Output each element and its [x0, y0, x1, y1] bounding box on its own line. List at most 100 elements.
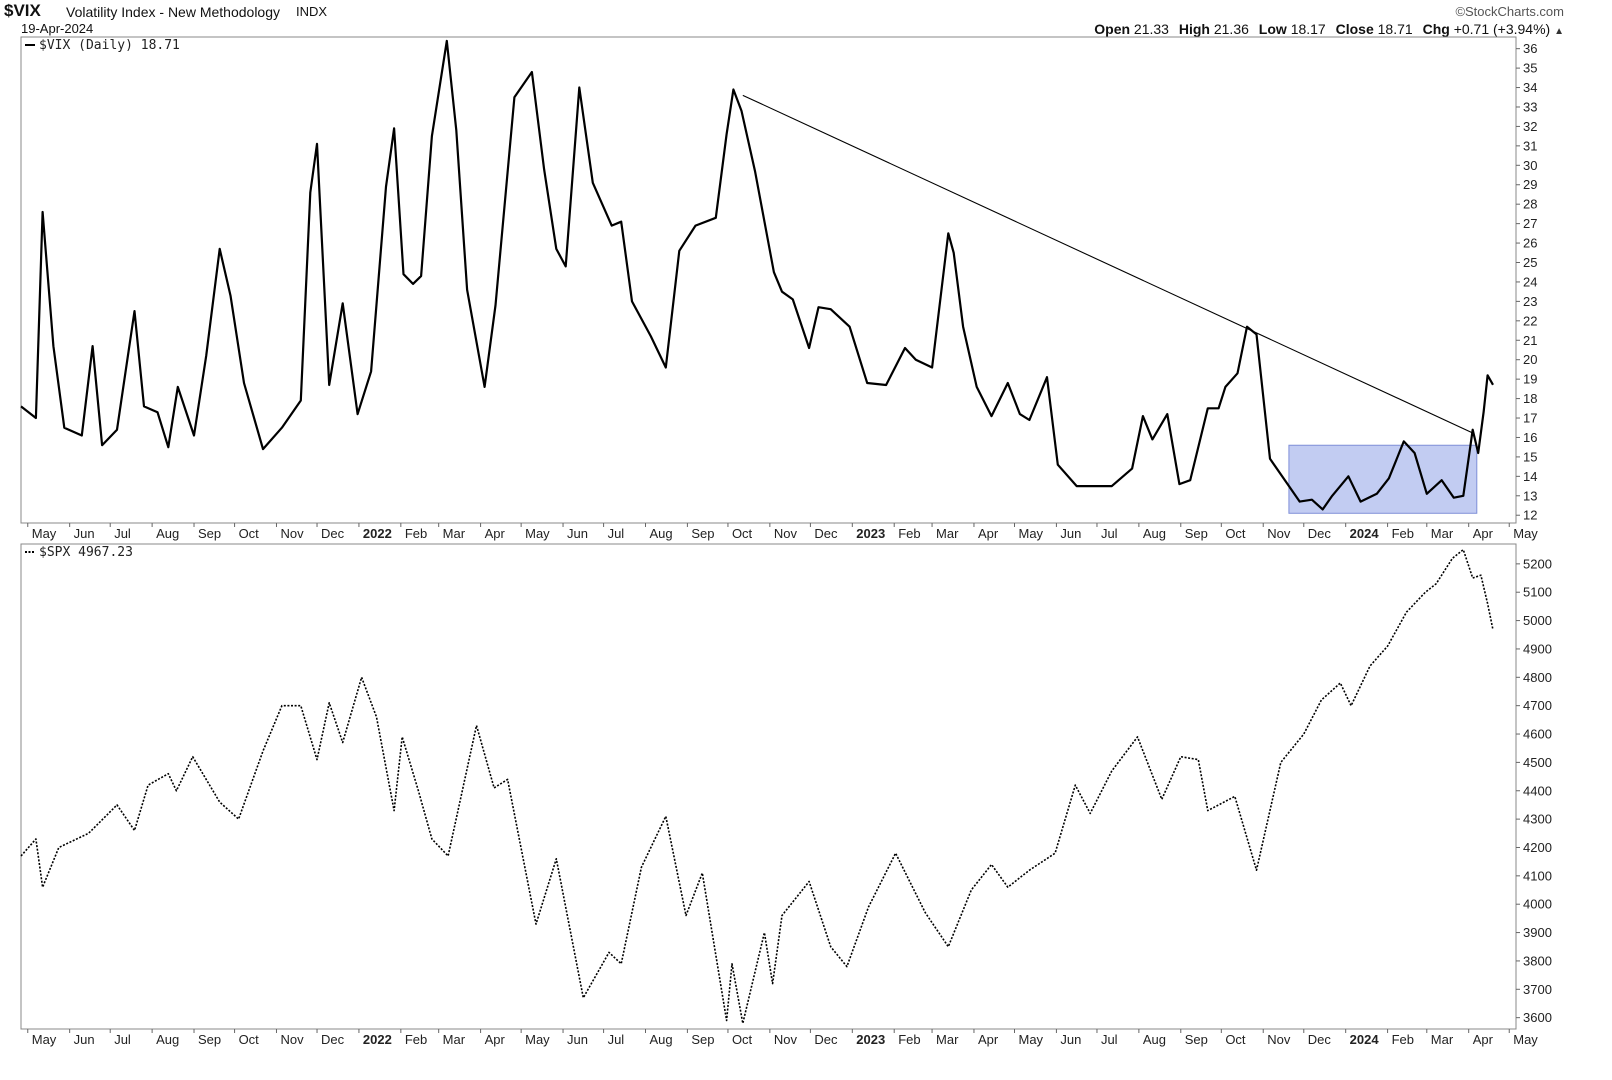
spx-x-month-label: Sep: [1185, 1032, 1208, 1047]
close-label: Close: [1335, 21, 1374, 37]
vix-y-tick-label: 32: [1523, 119, 1537, 134]
spx-y-tick-label: 4600: [1523, 727, 1552, 742]
spx-y-tick-label: 4000: [1523, 897, 1552, 912]
symbol-description: Volatility Index - New Methodology: [66, 4, 280, 20]
spx-y-tick-label: 5100: [1523, 585, 1552, 600]
vix-x-month-label: Jun: [1060, 526, 1081, 541]
vix-y-tick-label: 28: [1523, 197, 1537, 212]
vix-x-month-label: 2023: [856, 526, 885, 541]
spx-y-tick-label: 4100: [1523, 868, 1552, 883]
vix-y-tick-label: 19: [1523, 372, 1537, 387]
spx-x-month-label: Mar: [443, 1032, 466, 1047]
spx-legend-label: $SPX 4967.23: [39, 545, 133, 560]
open-label: Open: [1094, 21, 1131, 37]
vix-y-tick-label: 16: [1523, 430, 1537, 445]
spx-x-month-label: Feb: [405, 1032, 427, 1047]
vix-x-month-label: Dec: [1308, 526, 1332, 541]
spx-x-month-label: Aug: [649, 1032, 672, 1047]
spx-x-month-label: Nov: [774, 1032, 798, 1047]
symbol-label: $VIX: [4, 1, 41, 20]
chg-value: +0.71 (+3.94%): [1453, 21, 1551, 37]
chg-label: Chg: [1422, 21, 1450, 37]
spx-x-month-label: Apr: [1473, 1032, 1494, 1047]
vix-y-tick-label: 30: [1523, 158, 1537, 173]
spx-x-month-label: Jul: [608, 1032, 625, 1047]
spx-x-month-label: Oct: [732, 1032, 753, 1047]
vix-x-month-label: Aug: [649, 526, 672, 541]
spx-x-month-label: Dec: [1308, 1032, 1332, 1047]
spx-x-month-label: Jun: [1060, 1032, 1081, 1047]
spx-x-month-label: Dec: [814, 1032, 838, 1047]
ohlc-readout: Open 21.33 High 21.36 Low 18.17 Close 18…: [1094, 21, 1564, 37]
spx-x-month-label: Aug: [1143, 1032, 1166, 1047]
spx-x-month-label: 2023: [856, 1032, 885, 1047]
vix-x-month-label: Feb: [405, 526, 427, 541]
high-value: 21.36: [1213, 21, 1249, 37]
spx-x-month-label: May: [1513, 1032, 1538, 1047]
vix-x-month-label: Aug: [156, 526, 179, 541]
spx-y-tick-label: 4800: [1523, 670, 1552, 685]
vix-y-tick-label: 25: [1523, 255, 1537, 270]
chart-date: 19-Apr-2024: [21, 21, 94, 36]
spx-x-month-label: May: [1019, 1032, 1044, 1047]
spx-x-month-label: Jul: [1101, 1032, 1118, 1047]
stockcharts-brand[interactable]: ©StockCharts.com: [1455, 4, 1564, 19]
vix-x-month-label: Jul: [608, 526, 625, 541]
spx-x-month-label: Sep: [691, 1032, 714, 1047]
vix-x-month-label: Oct: [239, 526, 260, 541]
vix-x-month-label: Sep: [198, 526, 221, 541]
spx-x-month-label: Nov: [280, 1032, 304, 1047]
vix-x-month-label: May: [1019, 526, 1044, 541]
vix-y-tick-label: 26: [1523, 236, 1537, 251]
spx-y-tick-label: 3600: [1523, 1010, 1552, 1025]
vix-x-month-label: Apr: [1473, 526, 1494, 541]
vix-y-tick-label: 12: [1523, 508, 1537, 523]
vix-x-month-label: May: [1513, 526, 1538, 541]
spx-y-tick-label: 5000: [1523, 613, 1552, 628]
vix-x-month-label: Apr: [485, 526, 506, 541]
spx-x-month-label: Nov: [1267, 1032, 1291, 1047]
vix-highlight-box: [1288, 444, 1478, 514]
spx-x-month-label: Mar: [936, 1032, 959, 1047]
vix-x-month-label: Apr: [978, 526, 999, 541]
spx-x-month-label: Mar: [1431, 1032, 1454, 1047]
spx-x-month-label: Oct: [1225, 1032, 1246, 1047]
open-value: 21.33: [1133, 21, 1169, 37]
low-label: Low: [1258, 21, 1287, 37]
spx-y-tick-label: 4400: [1523, 783, 1552, 798]
vix-x-month-label: Feb: [898, 526, 920, 541]
vix-legend-label: $VIX (Daily) 18.71: [39, 38, 180, 53]
vix-x-month-label: Mar: [443, 526, 466, 541]
vix-x-month-label: Jul: [1101, 526, 1118, 541]
spx-x-month-label: Feb: [898, 1032, 920, 1047]
vix-x-month-label: 2024: [1350, 526, 1380, 541]
vix-x-month-label: Nov: [1267, 526, 1291, 541]
spx-x-month-label: Apr: [485, 1032, 506, 1047]
vix-x-month-label: Jun: [74, 526, 95, 541]
spx-y-tick-label: 3700: [1523, 982, 1552, 997]
spx-y-tick-label: 5200: [1523, 556, 1552, 571]
vix-y-tick-label: 14: [1523, 469, 1537, 484]
vix-y-tick-label: 24: [1523, 274, 1537, 289]
spx-price-line: [20, 548, 1494, 1025]
vix-y-tick-label: 29: [1523, 177, 1537, 192]
vix-x-month-label: Feb: [1392, 526, 1414, 541]
low-value: 18.17: [1290, 21, 1326, 37]
spx-y-tick-label: 4900: [1523, 641, 1552, 656]
spx-y-tick-label: 4500: [1523, 755, 1552, 770]
spx-x-month-label: Apr: [978, 1032, 999, 1047]
vix-y-tick-label: 21: [1523, 333, 1537, 348]
vix-x-month-label: Sep: [1185, 526, 1208, 541]
vix-y-tick-label: 33: [1523, 99, 1537, 114]
vix-x-month-label: Oct: [1225, 526, 1246, 541]
vix-x-month-label: Jun: [567, 526, 588, 541]
vix-plot-frame: [20, 36, 1517, 524]
vix-x-month-label: May: [525, 526, 550, 541]
up-arrow-icon: ▲: [1554, 26, 1564, 37]
vix-x-month-label: Sep: [691, 526, 714, 541]
vix-y-tick-label: 20: [1523, 352, 1537, 367]
spx-x-month-label: Jul: [114, 1032, 131, 1047]
vix-x-month-label: Aug: [1143, 526, 1166, 541]
vix-y-tick-label: 17: [1523, 411, 1537, 426]
vix-x-month-label: 2022: [363, 526, 392, 541]
